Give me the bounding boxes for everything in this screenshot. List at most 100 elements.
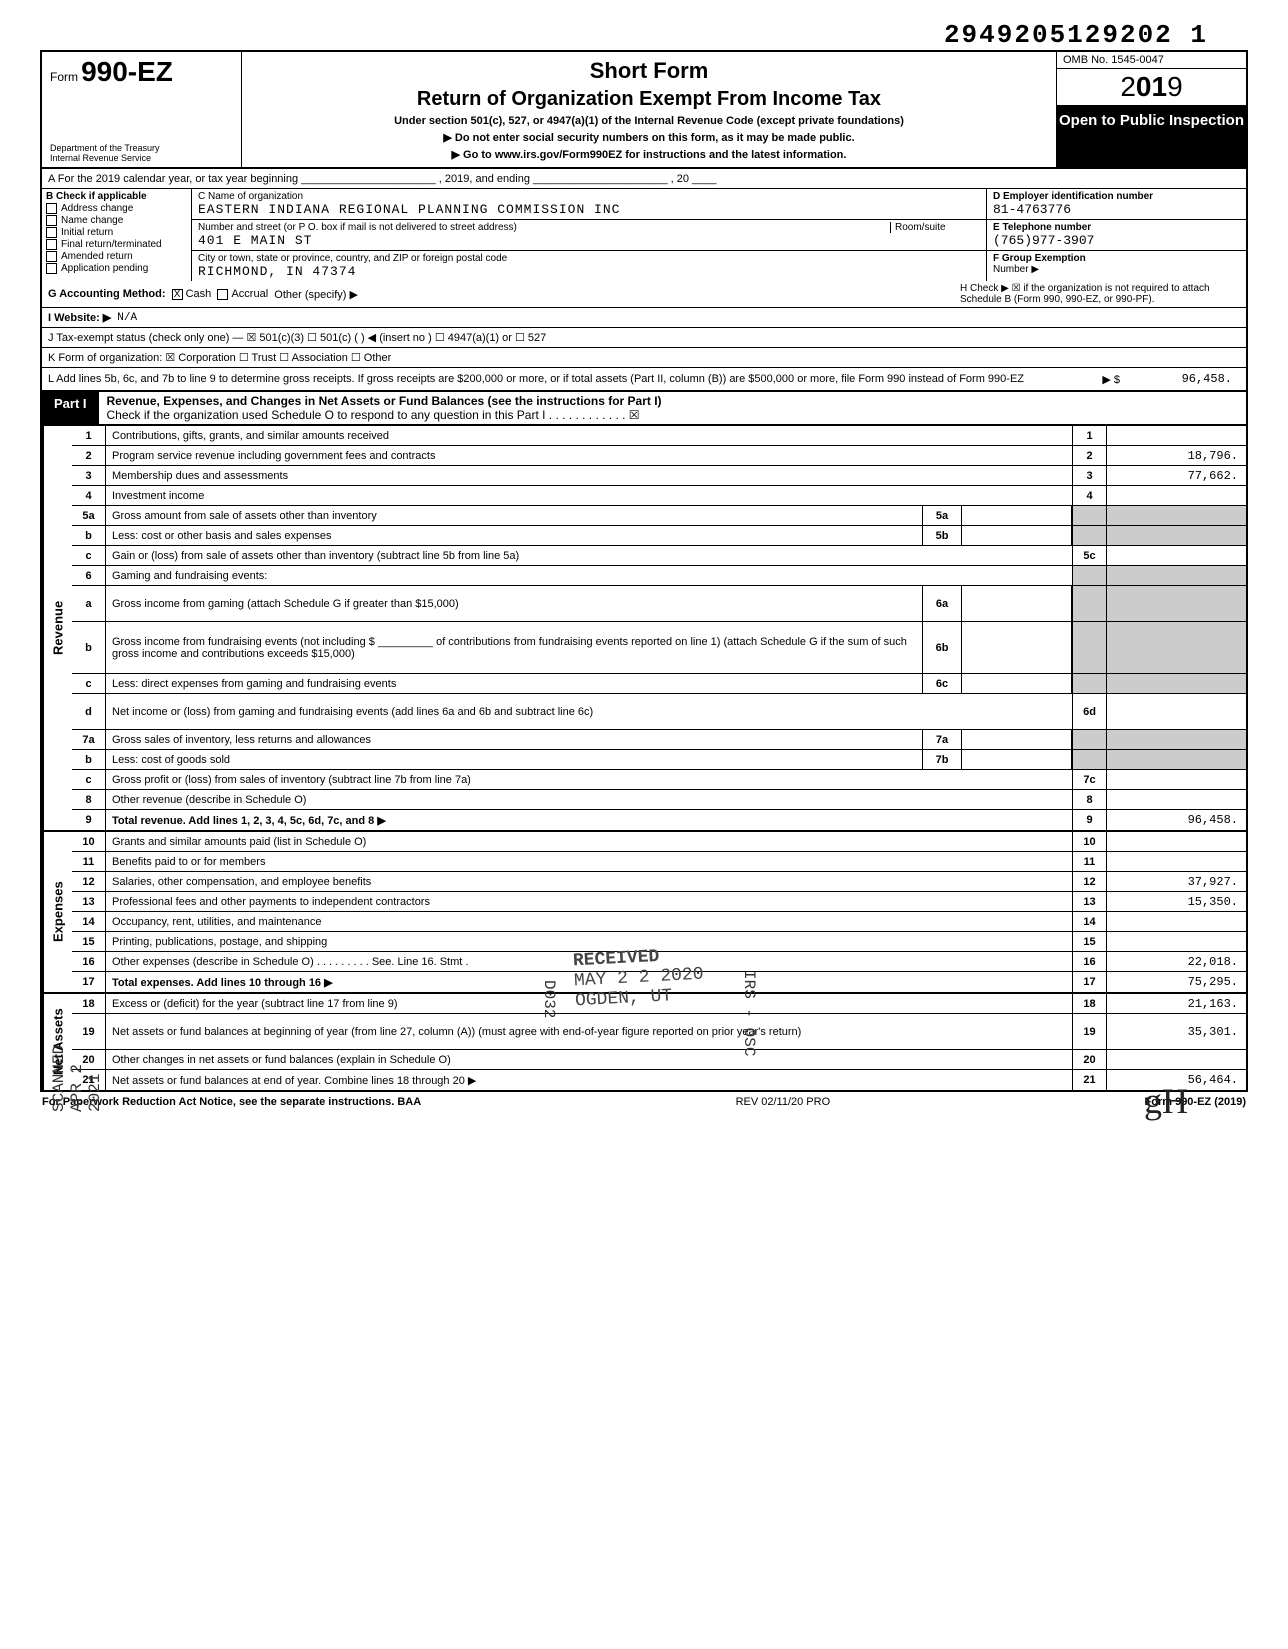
- row-2-val: 18,796.: [1106, 446, 1246, 465]
- row-5b-minival: [962, 526, 1072, 545]
- line-j: J Tax-exempt status (check only one) — ☒…: [40, 328, 1248, 348]
- row-5c: cGain or (loss) from sale of assets othe…: [72, 546, 1246, 566]
- row-12: 12Salaries, other compensation, and empl…: [72, 872, 1246, 892]
- lbl-accrual: Accrual: [231, 288, 268, 300]
- chk-cash[interactable]: X: [172, 289, 183, 300]
- footer-mid: REV 02/11/20 PRO: [736, 1096, 831, 1108]
- group-exemption-number: Number ▶: [993, 264, 1240, 275]
- row-5b: bLess: cost or other basis and sales exp…: [72, 526, 1246, 546]
- row-21: 21Net assets or fund balances at end of …: [72, 1070, 1246, 1090]
- row-20-val: [1106, 1050, 1246, 1069]
- row-3-num: 3: [72, 466, 106, 485]
- row-2-num: 2: [72, 446, 106, 465]
- lbl-address-change: Address change: [61, 203, 133, 214]
- org-name-value: EASTERN INDIANA REGIONAL PLANNING COMMIS…: [198, 202, 980, 217]
- row-7c-val: [1106, 770, 1246, 789]
- row-1-num: 1: [72, 426, 106, 445]
- row-6: 6Gaming and fundraising events:: [72, 566, 1246, 586]
- row-6b-endnum: [1072, 622, 1106, 673]
- lbl-initial-return: Initial return: [61, 227, 113, 238]
- row-5c-val: [1106, 546, 1246, 565]
- lbl-app-pending: Application pending: [61, 263, 148, 274]
- year-suffix: 9: [1167, 71, 1183, 102]
- row-7a-val: [1106, 730, 1246, 749]
- row-4-desc: Investment income: [106, 486, 1072, 505]
- row-7a-minival: [962, 730, 1072, 749]
- row-9-desc: Total revenue. Add lines 1, 2, 3, 4, 5c,…: [106, 810, 1072, 830]
- part-1-tab: Part I: [42, 392, 99, 424]
- row-11-val: [1106, 852, 1246, 871]
- row-15-desc: Printing, publications, postage, and shi…: [106, 932, 1072, 951]
- row-5c-desc: Gain or (loss) from sale of assets other…: [106, 546, 1072, 565]
- chk-address-change[interactable]: [46, 203, 57, 214]
- row-4-num: 4: [72, 486, 106, 505]
- row-19-val: 35,301.: [1106, 1014, 1246, 1049]
- line-j-text: J Tax-exempt status (check only one) — ☒…: [48, 331, 546, 344]
- row-6b-mini: 6b: [922, 622, 962, 673]
- row-4-endnum: 4: [1072, 486, 1106, 505]
- row-16-desc: Other expenses (describe in Schedule O) …: [106, 952, 1072, 971]
- chk-initial-return[interactable]: [46, 227, 57, 238]
- row-6c-minival: [962, 674, 1072, 693]
- row-18-desc: Excess or (deficit) for the year (subtra…: [106, 994, 1072, 1013]
- row-15-endnum: 15: [1072, 932, 1106, 951]
- row-5b-val: [1106, 526, 1246, 545]
- row-6b-minival: [962, 622, 1072, 673]
- lbl-final-return: Final return/terminated: [61, 239, 162, 250]
- row-6d-endnum: 6d: [1072, 694, 1106, 729]
- row-7c-desc: Gross profit or (loss) from sales of inv…: [106, 770, 1072, 789]
- row-5a: 5aGross amount from sale of assets other…: [72, 506, 1246, 526]
- row-7b-num: b: [72, 750, 106, 769]
- row-2-desc: Program service revenue including govern…: [106, 446, 1072, 465]
- row-6c-mini: 6c: [922, 674, 962, 693]
- row-7a-desc: Gross sales of inventory, less returns a…: [106, 730, 922, 749]
- revenue-section: Revenue 1Contributions, gifts, grants, a…: [40, 426, 1248, 832]
- line-l-text: L Add lines 5b, 6c, and 7b to line 9 to …: [48, 373, 1024, 385]
- chk-amended[interactable]: [46, 251, 57, 262]
- row-5b-mini: 5b: [922, 526, 962, 545]
- chk-name-change[interactable]: [46, 215, 57, 226]
- stamp-irs: IRS - OSC: [740, 970, 758, 1056]
- row-6c: cLess: direct expenses from gaming and f…: [72, 674, 1246, 694]
- row-14-endnum: 14: [1072, 912, 1106, 931]
- chk-final-return[interactable]: [46, 239, 57, 250]
- row-15-num: 15: [72, 932, 106, 951]
- line-h-text: H Check ▶ ☒ if the organization is not r…: [960, 283, 1240, 305]
- row-9-num: 9: [72, 810, 106, 830]
- row-4-val: [1106, 486, 1246, 505]
- goto-url: ▶ Go to www.irs.gov/Form990EZ for instru…: [248, 148, 1050, 161]
- row-8-endnum: 8: [1072, 790, 1106, 809]
- street-label: Number and street (or P O. box if mail i…: [198, 222, 980, 233]
- website-label: I Website: ▶: [48, 311, 111, 324]
- line-a-text: A For the 2019 calendar year, or tax yea…: [48, 173, 717, 185]
- row-14-desc: Occupancy, rent, utilities, and maintena…: [106, 912, 1072, 931]
- row-5a-desc: Gross amount from sale of assets other t…: [106, 506, 922, 525]
- row-17-num: 17: [72, 972, 106, 992]
- chk-accrual[interactable]: [217, 289, 228, 300]
- lbl-name-change: Name change: [61, 215, 123, 226]
- row-16-endnum: 16: [1072, 952, 1106, 971]
- org-name-label: C Name of organization: [198, 191, 980, 202]
- row-1-endnum: 1: [1072, 426, 1106, 445]
- room-suite-label: Room/suite: [890, 222, 980, 233]
- row-13-endnum: 13: [1072, 892, 1106, 911]
- row-16-val: 22,018.: [1106, 952, 1246, 971]
- chk-app-pending[interactable]: [46, 263, 57, 274]
- row-7a-endnum: [1072, 730, 1106, 749]
- street-value: 401 E MAIN ST: [198, 233, 980, 248]
- row-17-val: 75,295.: [1106, 972, 1246, 992]
- row-1-desc: Contributions, gifts, grants, and simila…: [106, 426, 1072, 445]
- row-21-desc: Net assets or fund balances at end of ye…: [106, 1070, 1072, 1090]
- row-1: 1Contributions, gifts, grants, and simil…: [72, 426, 1246, 446]
- row-12-endnum: 12: [1072, 872, 1106, 891]
- part-1-check-line: Check if the organization used Schedule …: [107, 408, 1238, 422]
- row-17-endnum: 17: [1072, 972, 1106, 992]
- row-6b-desc: Gross income from fundraising events (no…: [106, 622, 922, 673]
- lbl-other-method: Other (specify) ▶: [274, 288, 358, 301]
- city-label: City or town, state or province, country…: [198, 253, 980, 264]
- row-19-endnum: 19: [1072, 1014, 1106, 1049]
- omb-number: OMB No. 1545-0047: [1057, 52, 1246, 69]
- row-10-num: 10: [72, 832, 106, 851]
- open-to-public: Open to Public Inspection: [1057, 106, 1246, 167]
- row-7b-endnum: [1072, 750, 1106, 769]
